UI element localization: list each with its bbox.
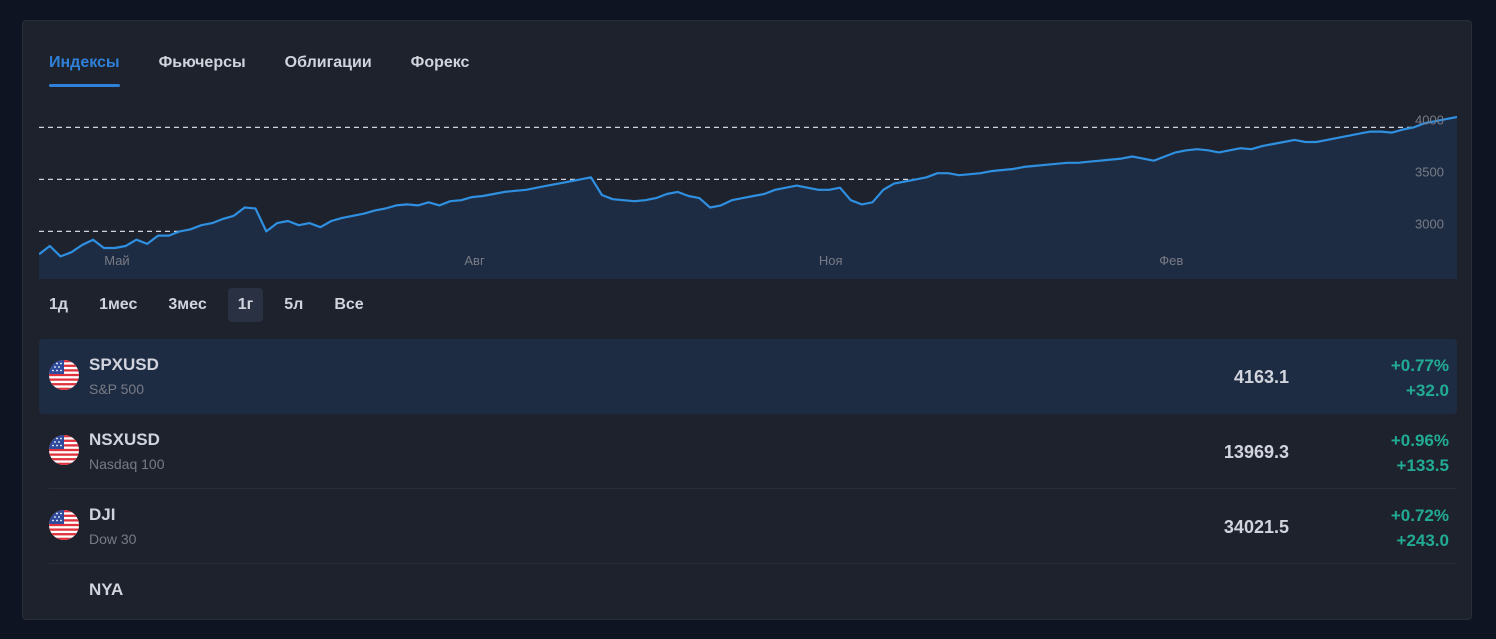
y-tick-label: 4000 (1415, 112, 1444, 127)
symbol-ticker: NSXUSD (89, 430, 160, 449)
symbol-row-nya[interactable]: NYA (39, 564, 1457, 639)
symbol-change-percent: +0.77% (1390, 356, 1449, 375)
market-tabs: Индексы Фьючерсы Облигации Форекс (49, 53, 508, 87)
chart-line (39, 115, 1457, 258)
row-divider (49, 563, 1457, 564)
symbol-name: Nasdaq 100 (89, 456, 165, 472)
symbol-change-value: +32.0 (1405, 381, 1449, 400)
row-divider (49, 488, 1457, 489)
y-tick-label: 3000 (1415, 216, 1444, 231)
symbol-ticker: NYA (89, 580, 124, 599)
x-tick-label: Ноя (819, 253, 843, 268)
symbol-name: Dow 30 (89, 531, 137, 547)
range-all[interactable]: Все (334, 296, 364, 313)
symbol-change-percent: +0.96% (1390, 431, 1449, 450)
us-flag-icon (49, 360, 79, 390)
x-tick-label: Авг (464, 253, 485, 268)
range-1y[interactable]: 1г (227, 288, 264, 322)
market-panel: Индексы Фьючерсы Облигации Форекс 3000 35… (22, 20, 1472, 620)
x-tick-label: Май (104, 253, 129, 268)
symbol-name: S&P 500 (89, 381, 145, 397)
symbol-ticker: SPXUSD (89, 355, 159, 374)
tab-indices[interactable]: Индексы (49, 53, 120, 87)
us-flag-icon (49, 510, 79, 540)
range-5y[interactable]: 5л (284, 296, 304, 313)
range-1d[interactable]: 1д (49, 296, 69, 313)
symbol-list: SPXUSD S&P 500 4163.1 +0.77% +32.0 NSXUS… (39, 339, 1457, 639)
symbol-price: 4163.1 (1233, 367, 1289, 387)
symbol-change-percent: +0.72% (1390, 506, 1449, 525)
symbol-change-value: +133.5 (1396, 456, 1449, 475)
symbol-row-spx[interactable]: SPXUSD S&P 500 4163.1 +0.77% +32.0 (39, 339, 1457, 414)
symbol-row-dji[interactable]: DJI Dow 30 34021.5 +0.72% +243.0 (39, 489, 1457, 564)
y-tick-label: 3500 (1415, 164, 1444, 179)
us-flag-icon (49, 435, 79, 465)
symbol-price: 13969.3 (1223, 442, 1289, 462)
tab-forex[interactable]: Форекс (410, 54, 470, 71)
tab-bonds[interactable]: Облигации (284, 54, 372, 71)
symbol-ticker: DJI (89, 505, 116, 524)
range-selector: 1д 1мес 3мес 1г 5л Все (39, 288, 385, 322)
range-1m[interactable]: 1мес (99, 296, 138, 313)
range-3m[interactable]: 3мес (168, 296, 207, 313)
symbol-price: 34021.5 (1223, 517, 1289, 537)
symbol-change-value: +243.0 (1396, 531, 1449, 550)
symbol-row-nsx[interactable]: NSXUSD Nasdaq 100 13969.3 +0.96% +133.5 (39, 414, 1457, 489)
x-tick-label: Фев (1159, 253, 1183, 268)
tab-futures[interactable]: Фьючерсы (158, 54, 246, 71)
index-chart[interactable]: 3000 3500 4000 Май Авг Ноя Фев (39, 111, 1457, 279)
